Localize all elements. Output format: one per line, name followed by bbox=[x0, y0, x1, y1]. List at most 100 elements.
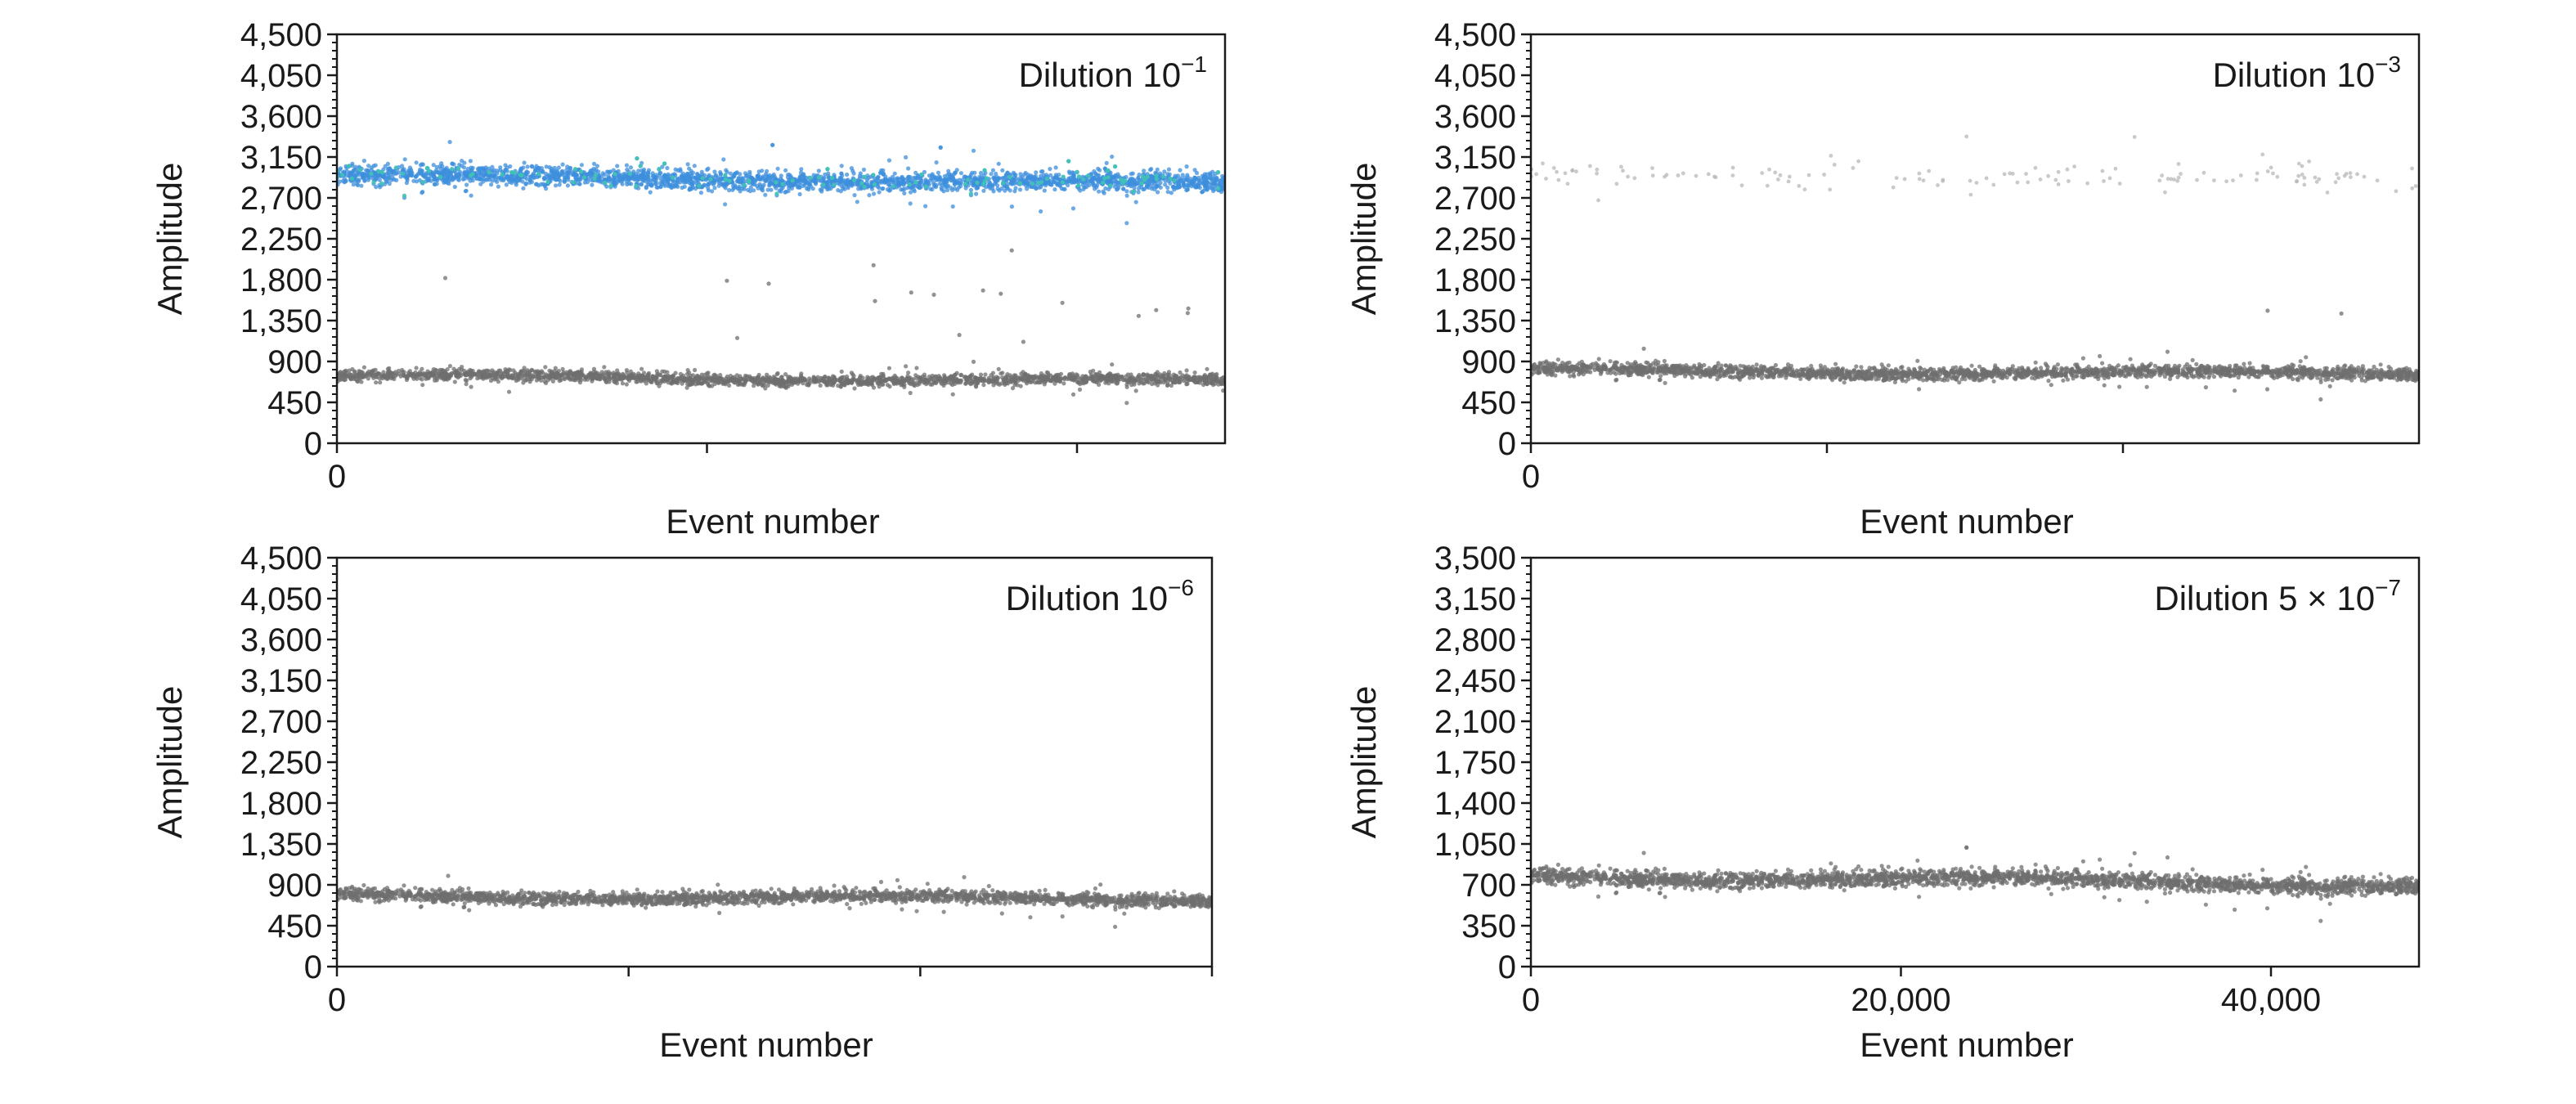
data-point bbox=[832, 375, 837, 380]
data-point bbox=[1205, 382, 1209, 387]
data-point bbox=[877, 384, 882, 389]
data-point bbox=[429, 373, 433, 378]
data-point bbox=[1171, 185, 1176, 190]
data-point bbox=[712, 372, 717, 377]
data-point bbox=[509, 177, 515, 182]
data-point bbox=[797, 191, 802, 197]
data-point bbox=[1202, 172, 1207, 177]
data-point bbox=[902, 191, 907, 195]
data-point bbox=[1185, 381, 1190, 386]
data-point bbox=[361, 365, 366, 370]
data-point bbox=[482, 370, 487, 375]
data-point bbox=[1204, 175, 1209, 180]
data-point bbox=[934, 177, 939, 182]
data-point bbox=[402, 370, 406, 375]
data-point bbox=[799, 167, 804, 172]
data-point bbox=[1136, 175, 1141, 180]
data-point bbox=[710, 375, 715, 380]
data-point bbox=[690, 373, 696, 378]
data-point bbox=[783, 384, 788, 389]
data-point bbox=[340, 173, 345, 177]
data-point bbox=[875, 376, 880, 381]
data-point bbox=[968, 187, 973, 192]
data-point bbox=[1130, 181, 1135, 186]
data-point bbox=[1025, 186, 1030, 191]
data-point bbox=[1044, 176, 1049, 182]
data-point bbox=[500, 375, 505, 379]
data-point bbox=[710, 189, 715, 194]
data-point bbox=[369, 172, 374, 177]
data-point bbox=[1057, 173, 1061, 177]
data-point bbox=[376, 169, 381, 174]
data-point bbox=[366, 177, 370, 182]
data-point bbox=[705, 371, 710, 376]
data-point bbox=[825, 183, 830, 188]
data-point bbox=[1114, 378, 1119, 383]
data-point bbox=[766, 281, 771, 286]
data-point bbox=[1156, 190, 1160, 195]
data-point bbox=[1127, 179, 1132, 185]
data-point bbox=[640, 377, 646, 382]
data-point bbox=[934, 379, 939, 384]
data-point bbox=[855, 200, 859, 204]
data-point bbox=[631, 176, 635, 181]
data-point bbox=[460, 177, 465, 182]
data-point bbox=[454, 372, 459, 377]
data-point bbox=[712, 382, 717, 387]
data-point bbox=[1186, 306, 1191, 311]
data-point bbox=[927, 374, 931, 379]
data-point bbox=[546, 373, 551, 379]
data-point bbox=[673, 370, 678, 375]
data-point bbox=[1124, 374, 1129, 379]
data-point bbox=[1031, 178, 1036, 183]
data-point bbox=[1141, 381, 1146, 386]
data-point bbox=[1039, 209, 1043, 214]
data-point bbox=[634, 184, 639, 189]
data-point bbox=[1194, 375, 1199, 380]
data-point bbox=[452, 184, 457, 190]
data-point bbox=[720, 176, 725, 182]
data-point bbox=[1211, 374, 1216, 379]
data-point bbox=[371, 180, 376, 185]
data-point bbox=[500, 177, 505, 182]
data-point bbox=[1039, 374, 1043, 379]
data-point bbox=[590, 379, 595, 384]
data-point bbox=[433, 378, 438, 383]
data-point bbox=[858, 173, 863, 178]
data-point bbox=[761, 375, 765, 380]
data-point bbox=[747, 374, 752, 379]
data-point bbox=[420, 383, 425, 388]
data-point bbox=[482, 169, 487, 174]
data-point bbox=[447, 364, 453, 369]
data-point bbox=[1000, 181, 1006, 186]
data-point bbox=[378, 380, 383, 385]
data-point bbox=[1178, 376, 1183, 381]
data-point bbox=[458, 169, 463, 175]
data-point bbox=[880, 186, 885, 191]
data-point bbox=[351, 182, 356, 187]
data-point bbox=[730, 174, 735, 179]
data-point bbox=[624, 163, 630, 168]
data-point bbox=[1183, 375, 1187, 379]
y-tick-label: 1,800 bbox=[240, 263, 322, 298]
data-point bbox=[432, 174, 437, 179]
data-point bbox=[464, 382, 469, 387]
data-point bbox=[752, 384, 756, 388]
data-point bbox=[713, 173, 719, 179]
data-point bbox=[1094, 375, 1099, 380]
data-point bbox=[1000, 168, 1005, 173]
data-point bbox=[937, 182, 942, 186]
data-point bbox=[934, 182, 939, 188]
data-point bbox=[978, 372, 984, 377]
data-point bbox=[1189, 184, 1194, 189]
data-point bbox=[733, 183, 738, 188]
data-point bbox=[401, 171, 406, 176]
data-point bbox=[845, 172, 850, 177]
data-point bbox=[536, 369, 541, 374]
data-point bbox=[503, 370, 508, 375]
data-point bbox=[829, 175, 835, 181]
data-point bbox=[822, 379, 827, 384]
data-point bbox=[1081, 177, 1086, 182]
data-point bbox=[763, 386, 768, 391]
data-point bbox=[525, 368, 530, 373]
